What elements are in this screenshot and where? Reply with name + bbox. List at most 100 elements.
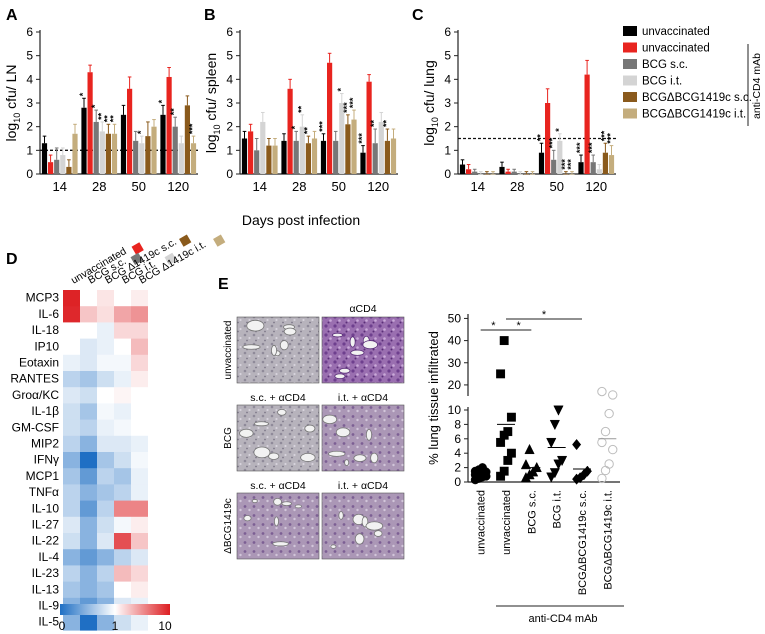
bar (372, 143, 378, 174)
data-point (499, 336, 509, 346)
heatmap-row-label: IL-23 (32, 566, 60, 580)
heatmap-cell (114, 516, 131, 534)
histology-airway (253, 446, 271, 459)
bar (105, 133, 111, 174)
heatmap-cell (97, 468, 114, 485)
bar (172, 126, 178, 174)
histology-airway (365, 521, 384, 531)
legend-swatch (623, 26, 637, 36)
data-point (499, 466, 509, 476)
legend-swatch (623, 92, 637, 102)
bar (345, 124, 351, 174)
heatmap-cell (131, 354, 148, 372)
heatmap-cell (131, 403, 148, 420)
heatmap-cell (63, 354, 80, 372)
bar (538, 152, 545, 174)
heatmap-row-label: IL-13 (32, 582, 60, 596)
heatmap-cell (131, 516, 148, 534)
panel-label-a: A (6, 7, 18, 24)
heatmap-cell (80, 435, 97, 453)
y-tick-label: 0 (26, 167, 33, 181)
heatmap-cell (63, 484, 80, 501)
legend-label: BCG s.c. (642, 59, 688, 71)
histology-airway (349, 336, 356, 348)
histology-airway (273, 497, 282, 506)
significance-marker: *** (318, 121, 328, 132)
heatmap-cell (97, 581, 114, 599)
histology-airway (335, 427, 351, 438)
heatmap-cell (97, 403, 114, 420)
heatmap-cell (131, 338, 148, 356)
legend-bracket-label: anti-CD4 mAb (751, 53, 763, 119)
heatmap-cell (63, 387, 80, 404)
bar (327, 62, 333, 175)
heatmap-cell (80, 387, 97, 404)
heatmap-row-label: IL-18 (32, 323, 60, 337)
bar (459, 164, 466, 174)
heatmap-cell (63, 452, 80, 469)
y-tick-label: 2 (26, 120, 33, 134)
heatmap-cell (131, 533, 148, 550)
histology-airway (370, 452, 379, 464)
histology-airway (271, 344, 277, 356)
heatmap-cell (131, 452, 148, 469)
bar (139, 143, 145, 174)
y-tick-label: 5 (226, 49, 233, 63)
y-tick-label: 40 (448, 334, 462, 348)
significance-marker: *** (188, 123, 198, 134)
bar (523, 174, 529, 175)
y-tick-label: 4 (26, 72, 33, 86)
y-tick-label: 30 (448, 356, 462, 370)
data-point (549, 419, 560, 431)
heatmap-cell (131, 614, 148, 631)
heatmap-cell (114, 435, 131, 453)
significance-marker: *** (348, 97, 358, 108)
shared-x-axis-label: Days post infection (242, 212, 360, 228)
data-point (608, 390, 618, 400)
y-tick-label: 6 (454, 432, 461, 446)
heatmap-cell (63, 614, 80, 631)
heatmap-cell (80, 290, 97, 307)
histology-airway (350, 349, 365, 356)
bar (466, 169, 472, 174)
heatmap-cell (114, 500, 131, 518)
bar (151, 126, 157, 174)
heatmap-cell (80, 516, 97, 534)
heatmap-cell (97, 500, 114, 518)
histology-airway (354, 533, 365, 545)
data-point (553, 405, 564, 416)
heatmap-cell (114, 322, 131, 339)
bar (41, 143, 48, 174)
y-tick-label: 5 (444, 49, 451, 63)
legend: unvaccinated unvaccinated BCG s.c. BCG i.t.… (623, 26, 763, 126)
bar (551, 159, 557, 174)
heatmap-cell (131, 419, 148, 437)
bar (351, 119, 357, 174)
heatmap-cell (114, 452, 131, 469)
x-tick-label: 28 (92, 179, 106, 194)
cytokine-heatmap: MCP3 IL-6 IL-18 IP10 Eotaxin RANTES Groα/KC IL-… (10, 234, 226, 633)
y-tick-label: 1 (26, 143, 33, 157)
bar (287, 88, 293, 174)
bar (490, 174, 496, 175)
significance-marker: ** (96, 112, 106, 120)
bar (254, 150, 260, 174)
heatmap-cell (80, 322, 97, 339)
histology-row-label: unvaccinated (223, 321, 234, 380)
histology-airway (328, 450, 346, 457)
heatmap-row-label: Groα/KC (12, 388, 59, 402)
panel-label-e: E (218, 276, 229, 293)
histology-header: s.c. + αCD4 (250, 480, 306, 492)
histology-airway (331, 332, 344, 338)
heatmap-cell (63, 306, 80, 323)
heatmap-cell (114, 468, 131, 485)
data-point (600, 465, 611, 476)
bar (66, 166, 72, 174)
data-point (597, 437, 607, 448)
heatmap-cell (131, 290, 148, 307)
heatmap-cell (63, 500, 80, 518)
data-point (597, 386, 607, 397)
heatmap-cell (97, 565, 114, 582)
bar (339, 103, 345, 174)
